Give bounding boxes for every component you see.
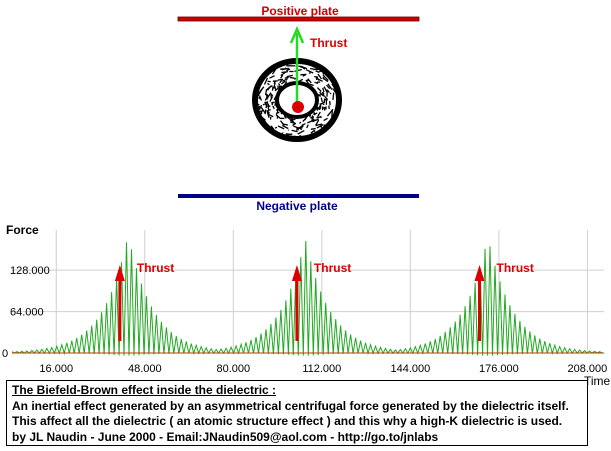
x-tick-label: 80.000 (216, 363, 250, 375)
y-tick-label: 64.000 (10, 307, 44, 319)
chart-thrust-label: Thrust (497, 261, 534, 275)
chart-thrust-label: Thrust (137, 261, 174, 275)
positive-plate-label: Positive plate (261, 4, 339, 18)
x-tick-label: 208.000 (568, 363, 608, 375)
caption-line-3: by JL Naudin - June 2000 - Email:JNaudin… (12, 429, 439, 444)
x-tick-label: 176.000 (479, 363, 519, 375)
thrust-arrowhead-icon (291, 265, 302, 281)
thrust-arrowhead-icon (474, 265, 485, 281)
force-signal-line (11, 240, 603, 356)
y-tick-label: 0 (2, 348, 8, 360)
thrust-arrow-up-icon (289, 25, 305, 106)
negative-plate (178, 194, 419, 198)
x-tick-label: 48.000 (128, 363, 162, 375)
x-tick-label: 112.000 (302, 363, 341, 375)
caption-line-2: This affect all the dielectric ( an atom… (12, 414, 563, 428)
x-tick-label: 144.000 (390, 363, 430, 375)
negative-plate-label: Negative plate (256, 199, 338, 213)
dielectric-ring (252, 58, 342, 142)
thrust-arrowhead-icon (114, 265, 125, 281)
caption-title: The Biefeld-Brown effect inside the diel… (12, 383, 277, 397)
y-axis-label: Force (6, 223, 39, 237)
x-axis-label: Time (584, 374, 611, 388)
x-tick-label: 16.000 (39, 363, 73, 375)
caption-box: The Biefeld-Brown effect inside the diel… (6, 380, 588, 446)
chart-thrust-label: Thrust (314, 261, 351, 275)
force-chart: Force 0 64.000 128.000 16.000 48.000 80.000 11… (2, 223, 611, 388)
y-tick-label: 128.000 (10, 265, 50, 277)
positive-plate (177, 16, 420, 22)
dielectric-center-dot (292, 101, 304, 113)
top-thrust-label: Thrust (310, 36, 347, 50)
caption-line-1: An inertial effect generated by an asymm… (12, 398, 569, 413)
